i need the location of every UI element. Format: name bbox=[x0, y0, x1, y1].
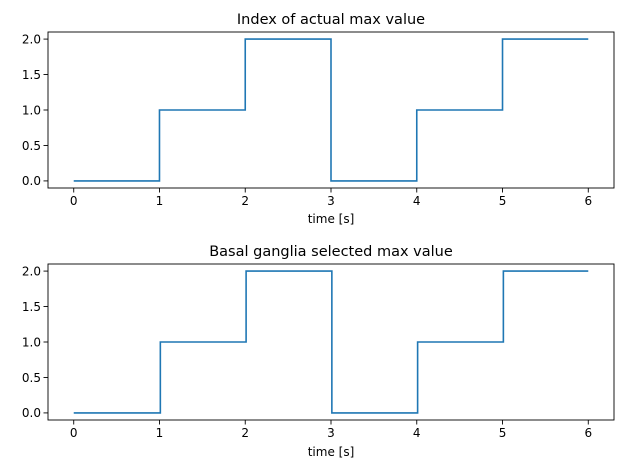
series-line-0 bbox=[73, 38, 589, 182]
y-tick-label: 0.0 bbox=[22, 406, 41, 420]
x-axis-label: time [s] bbox=[308, 445, 355, 459]
x-tick-label: 5 bbox=[499, 426, 507, 440]
plot-area: 0 1 2 3 4 5 6 0.0 0.5 1.0 1.5 2.0 bbox=[22, 31, 615, 208]
y-tick-label: 1.0 bbox=[22, 103, 41, 117]
y-tick-label: 1.5 bbox=[22, 68, 41, 82]
y-tick-label: 1.0 bbox=[22, 335, 41, 349]
x-axis-label: time [s] bbox=[308, 212, 355, 226]
x-tick-label: 1 bbox=[156, 194, 164, 208]
plot-area: 0 1 2 3 4 5 6 0.0 0.5 1.0 1.5 2.0 bbox=[22, 263, 615, 440]
x-tick-label: 0 bbox=[70, 194, 78, 208]
x-tick-label: 6 bbox=[584, 194, 592, 208]
x-tick-label: 4 bbox=[413, 426, 421, 440]
x-tick-label: 1 bbox=[156, 426, 164, 440]
chart-title: Index of actual max value bbox=[237, 12, 425, 28]
y-tick-label: 2.0 bbox=[22, 32, 41, 46]
chart-title: Basal ganglia selected max value bbox=[209, 244, 453, 260]
chart-panel-actual-max: Index of actual max value 0 1 2 3 4 5 6 0.0 0.5 1… bbox=[22, 12, 615, 226]
x-tick-label: 5 bbox=[499, 194, 507, 208]
x-tick-label: 0 bbox=[70, 426, 78, 440]
y-tick-label: 0.5 bbox=[22, 371, 41, 385]
y-tick-label: 0.5 bbox=[22, 139, 41, 153]
x-tick-label: 3 bbox=[327, 426, 335, 440]
x-tick-label: 4 bbox=[413, 194, 421, 208]
y-tick-label: 1.5 bbox=[22, 300, 41, 314]
y-tick-label: 2.0 bbox=[22, 264, 41, 278]
x-tick-label: 2 bbox=[241, 194, 249, 208]
x-tick-label: 3 bbox=[327, 194, 335, 208]
x-tick-label: 6 bbox=[584, 426, 592, 440]
x-tick-label: 2 bbox=[241, 426, 249, 440]
chart-panel-basal-ganglia: Basal ganglia selected max value 0 1 2 3 4 5 6… bbox=[22, 244, 615, 459]
series-line-0 bbox=[73, 270, 589, 414]
y-tick-label: 0.0 bbox=[22, 174, 41, 188]
